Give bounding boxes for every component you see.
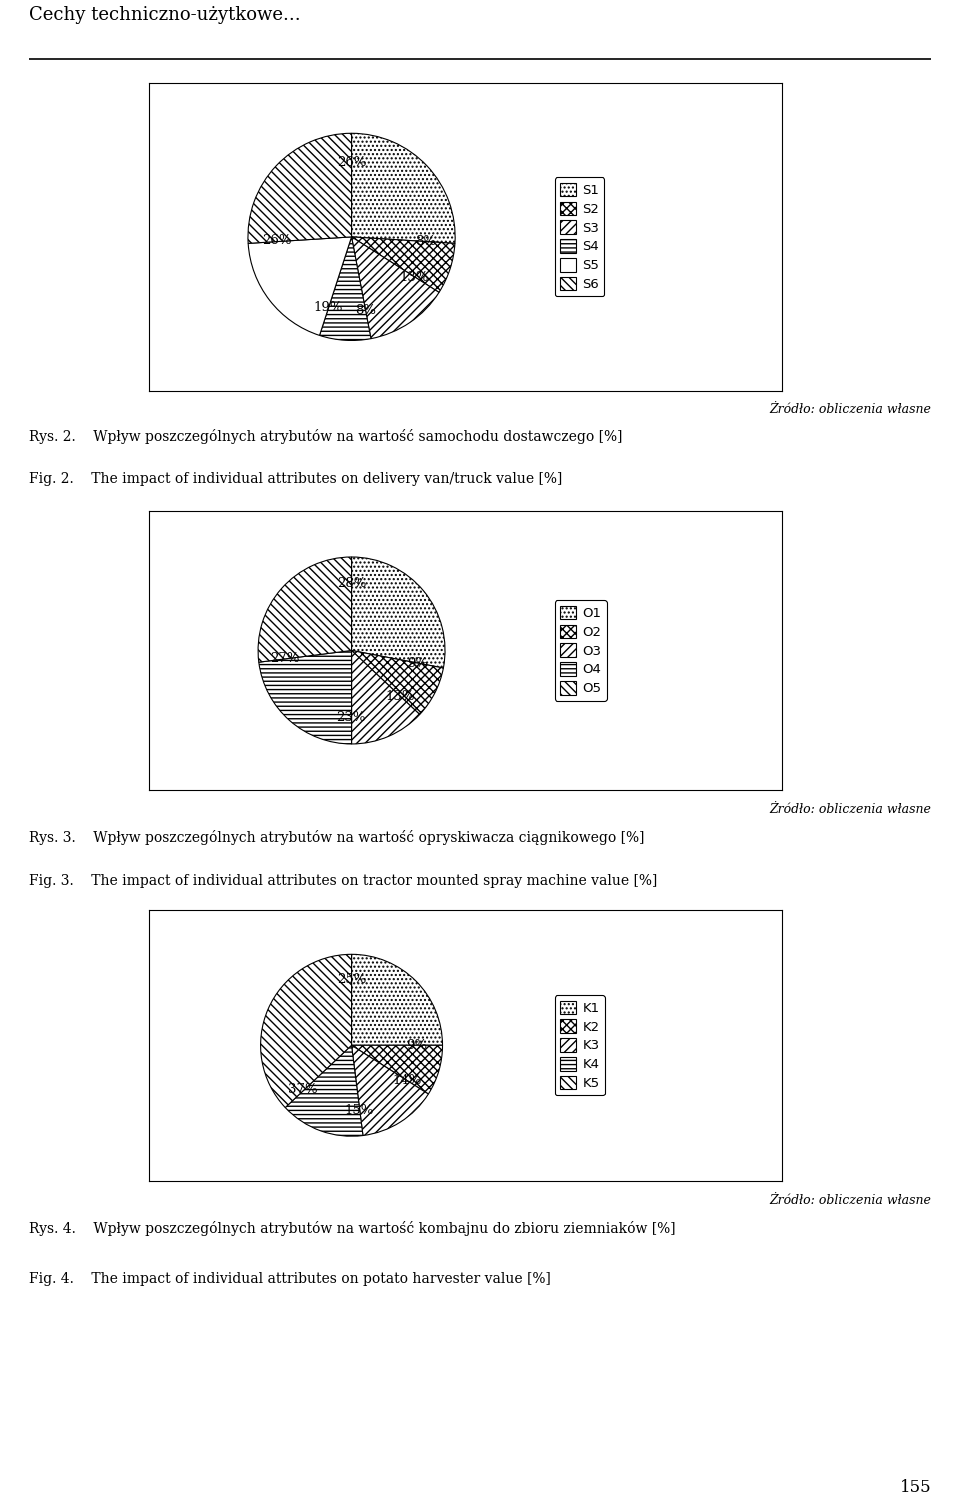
Wedge shape (351, 650, 420, 744)
Text: 37%: 37% (288, 1083, 318, 1096)
Text: 8%: 8% (355, 304, 376, 317)
Text: 26%: 26% (262, 235, 292, 248)
Text: Fig. 2.    The impact of individual attributes on delivery van/truck value [%]: Fig. 2. The impact of individual attribu… (29, 472, 563, 486)
Text: 19%: 19% (313, 301, 343, 314)
Text: 25%: 25% (337, 973, 367, 987)
Text: Żródło: obliczenia własne: Żródło: obliczenia własne (769, 1194, 931, 1206)
Wedge shape (351, 955, 443, 1045)
Wedge shape (248, 134, 351, 244)
Text: 15%: 15% (345, 1104, 374, 1117)
Legend: O1, O2, O3, O4, O5: O1, O2, O3, O4, O5 (555, 600, 607, 701)
Text: Rys. 4.    Wpływ poszczególnych atrybutów na wartość kombajnu do zbioru ziemniak: Rys. 4. Wpływ poszczególnych atrybutów n… (29, 1221, 676, 1236)
Wedge shape (249, 238, 351, 335)
Text: Fig. 4.    The impact of individual attributes on potato harvester value [%]: Fig. 4. The impact of individual attribu… (29, 1272, 551, 1286)
Text: Żródło: obliczenia własne: Żródło: obliczenia własne (769, 403, 931, 415)
Text: 9%: 9% (407, 657, 428, 669)
Wedge shape (260, 955, 351, 1107)
Legend: S1, S2, S3, S4, S5, S6: S1, S2, S3, S4, S5, S6 (555, 177, 605, 296)
Text: Rys. 3.    Wpływ poszczególnych atrybutów na wartość opryskiwacza ciągnikowego [: Rys. 3. Wpływ poszczególnych atrybutów n… (29, 830, 644, 845)
Text: Fig. 3.    The impact of individual attributes on tractor mounted spray machine : Fig. 3. The impact of individual attribu… (29, 874, 658, 887)
Text: 13%: 13% (386, 690, 415, 704)
Wedge shape (285, 1045, 363, 1136)
Text: Żródło: obliczenia własne: Żródło: obliczenia własne (769, 803, 931, 815)
Wedge shape (351, 238, 439, 338)
Wedge shape (351, 238, 455, 292)
Wedge shape (320, 238, 371, 340)
Wedge shape (259, 650, 351, 744)
Text: 23%: 23% (336, 711, 366, 725)
Text: 28%: 28% (338, 576, 367, 590)
Text: Rys. 2.    Wpływ poszczególnych atrybutów na wartość samochodu dostawczego [%]: Rys. 2. Wpływ poszczególnych atrybutów n… (29, 429, 622, 444)
Text: 8%: 8% (416, 235, 437, 248)
Wedge shape (351, 1045, 428, 1136)
Legend: K1, K2, K3, K4, K5: K1, K2, K3, K4, K5 (555, 996, 605, 1095)
Wedge shape (351, 134, 455, 244)
Wedge shape (351, 650, 444, 714)
Text: 155: 155 (900, 1480, 931, 1496)
Text: 14%: 14% (392, 1074, 421, 1087)
Text: 13%: 13% (399, 271, 429, 284)
Wedge shape (351, 1045, 443, 1093)
Text: Cechy techniczno-użytkowe...: Cechy techniczno-użytkowe... (29, 6, 300, 24)
Text: 9%: 9% (406, 1039, 427, 1051)
Wedge shape (351, 556, 445, 668)
Wedge shape (258, 556, 351, 662)
Text: 27%: 27% (270, 651, 300, 665)
Text: 26%: 26% (337, 156, 367, 168)
